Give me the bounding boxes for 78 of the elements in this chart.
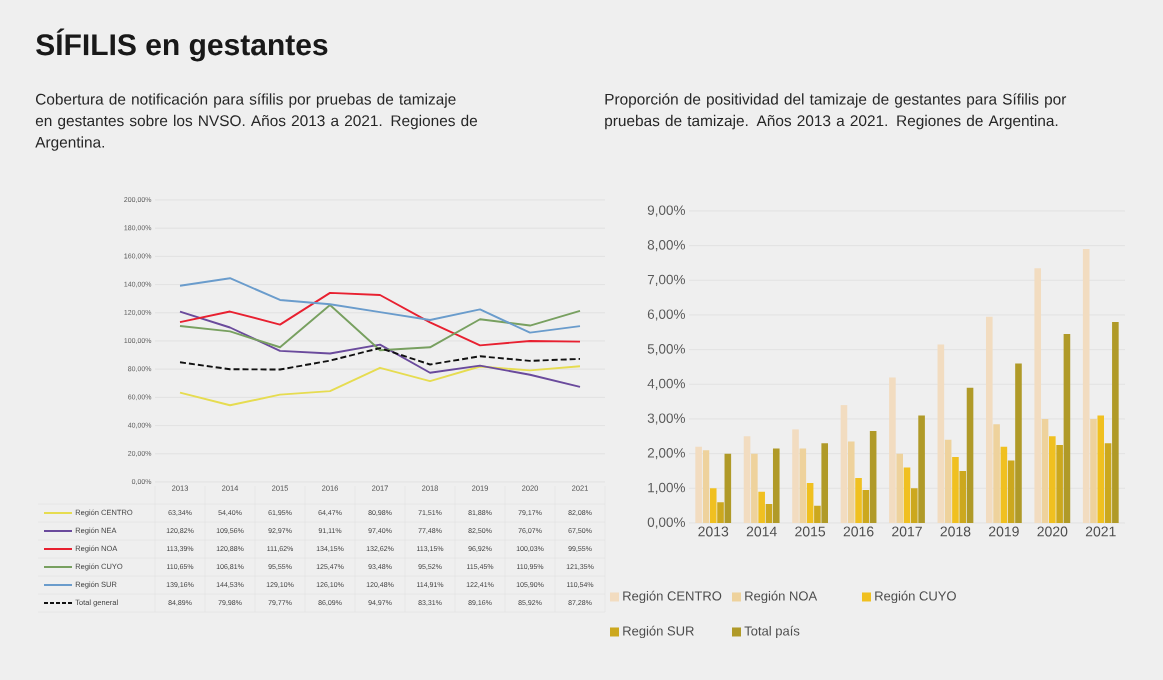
bar bbox=[1082, 249, 1090, 523]
bar bbox=[952, 457, 959, 523]
bar bbox=[966, 387, 974, 523]
bar bbox=[806, 483, 814, 523]
x-tick-label: 2016 bbox=[843, 526, 874, 537]
legend-label: Región SUR bbox=[623, 625, 694, 639]
y-tick-label: 1,00% bbox=[648, 482, 685, 494]
line-series bbox=[179, 365, 581, 407]
y-tick-label: 8,00% bbox=[647, 240, 685, 252]
bar bbox=[903, 467, 911, 523]
bar bbox=[869, 431, 877, 523]
y-tick-label: 9,00% bbox=[647, 205, 685, 217]
bar bbox=[724, 453, 732, 523]
bar bbox=[792, 429, 799, 523]
bar bbox=[1090, 418, 1097, 523]
bar bbox=[743, 436, 751, 523]
x-tick-label: 2020 bbox=[1037, 526, 1068, 537]
bar bbox=[847, 441, 855, 523]
bar bbox=[1056, 444, 1063, 523]
bar bbox=[1015, 363, 1022, 523]
y-tick-label: 5,00% bbox=[647, 344, 685, 356]
bar bbox=[918, 415, 925, 523]
bar bbox=[695, 446, 702, 523]
bar bbox=[985, 316, 993, 523]
chart-subtitle: Proporción de positividad del tamizaje de gestantes para Sífilis por pruebas de tamizaje. Años 2013 a 2021. Regiones de Argentina. bbox=[605, 93, 1067, 130]
bar bbox=[717, 502, 724, 523]
bar bbox=[944, 439, 952, 523]
bar bbox=[772, 448, 780, 523]
bar bbox=[855, 477, 862, 523]
chart-title: SÍFILIS en gestantes bbox=[36, 28, 328, 62]
x-tick-label: 2014 bbox=[746, 526, 777, 537]
y-tick-label: 0,00% bbox=[647, 517, 685, 529]
legend-label: Región CUYO bbox=[875, 590, 956, 604]
legend-label: Región NOA bbox=[745, 590, 818, 604]
bar bbox=[1097, 415, 1105, 523]
x-tick-label: 2019 bbox=[989, 526, 1019, 537]
x-tick-label: 2021 bbox=[1085, 526, 1116, 537]
bar bbox=[814, 505, 821, 523]
chart-subtitle: Cobertura de notificación para sífilis por pruebas de tamizaje en gestantes sobre los NVSO. Años 2013 a 2021. Regiones de Argentina. bbox=[35, 93, 478, 151]
legend-label: Región CENTRO bbox=[623, 590, 722, 604]
x-tick-label: 2013 bbox=[698, 526, 729, 537]
bar bbox=[896, 453, 903, 523]
bar bbox=[1049, 436, 1056, 523]
line-series bbox=[179, 347, 581, 371]
bar bbox=[1034, 268, 1042, 523]
bar bbox=[889, 377, 896, 523]
line-series bbox=[179, 277, 581, 334]
bar bbox=[821, 443, 829, 523]
y-tick-label: 6,00% bbox=[647, 309, 685, 321]
legend-label: Total país bbox=[744, 625, 800, 639]
bar bbox=[840, 405, 848, 523]
y-tick-label: 7,00% bbox=[647, 274, 685, 286]
bar bbox=[911, 488, 918, 523]
bar bbox=[1007, 460, 1015, 523]
line-series bbox=[179, 310, 581, 388]
line-series bbox=[179, 291, 581, 347]
x-tick-label: 2018 bbox=[940, 526, 971, 537]
bar bbox=[709, 488, 717, 523]
bar bbox=[862, 490, 870, 523]
bar bbox=[993, 424, 1000, 523]
bar bbox=[1041, 418, 1049, 523]
y-tick-label: 3,00% bbox=[647, 413, 685, 425]
bar bbox=[751, 453, 758, 523]
bar bbox=[1000, 446, 1008, 523]
line-series bbox=[179, 304, 581, 352]
bar bbox=[702, 450, 710, 523]
y-tick-label: 4,00% bbox=[647, 378, 685, 390]
bar bbox=[765, 503, 773, 523]
bar bbox=[937, 344, 945, 523]
bar bbox=[758, 491, 765, 523]
x-tick-label: 2017 bbox=[892, 526, 922, 537]
y-tick-label: 2,00% bbox=[647, 448, 685, 460]
bar bbox=[959, 470, 967, 523]
bar bbox=[1104, 443, 1112, 523]
bar bbox=[799, 448, 807, 523]
bar bbox=[1063, 334, 1071, 523]
bar bbox=[1112, 321, 1119, 523]
x-tick-label: 2015 bbox=[795, 526, 826, 537]
